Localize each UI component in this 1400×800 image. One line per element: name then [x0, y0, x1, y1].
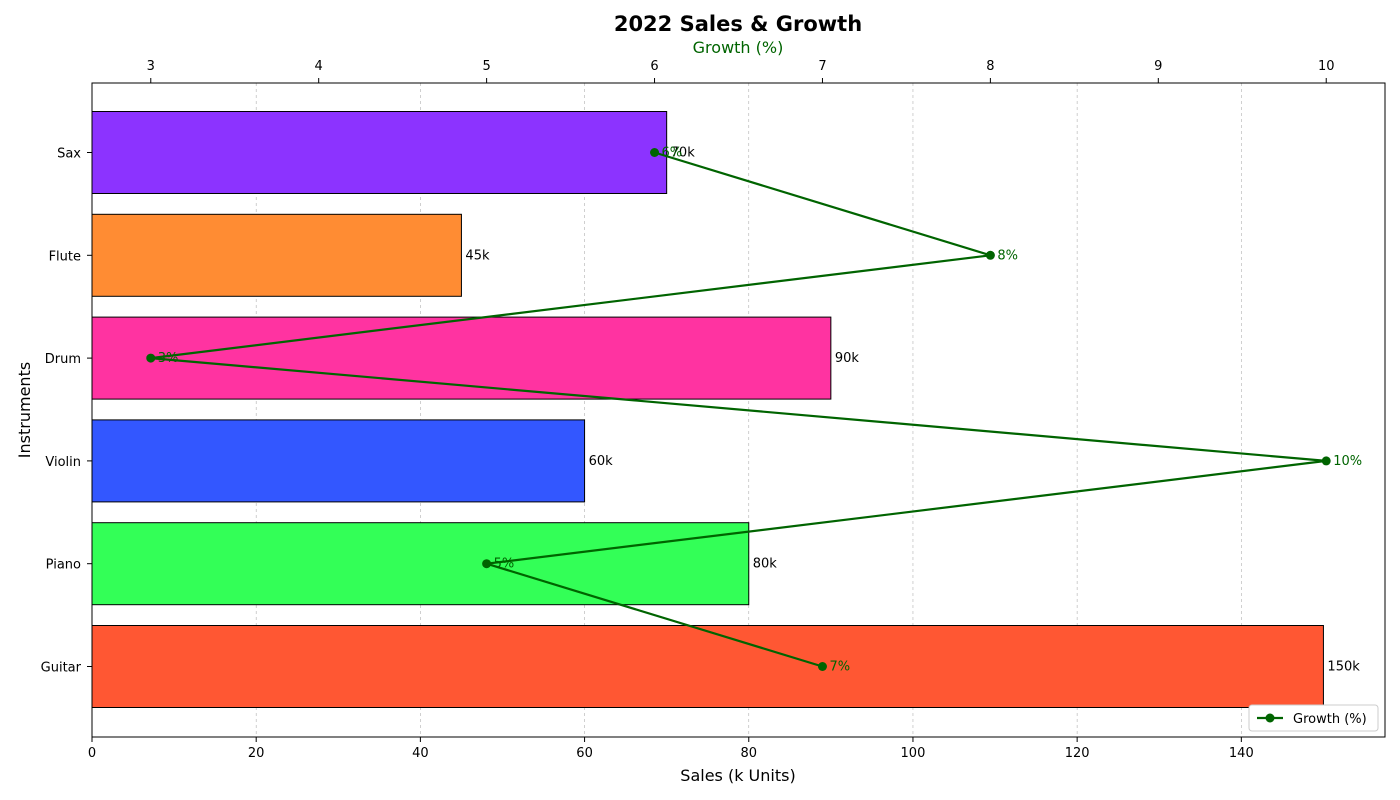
growth-line: [146, 148, 1331, 671]
x-tick-label: 0: [88, 746, 96, 761]
bar-value-label: 70k: [671, 146, 696, 161]
x-tick-label: 140: [1229, 746, 1254, 761]
top-tick-label: 3: [147, 59, 155, 74]
x-tick-label: 20: [248, 746, 265, 761]
top-axis-ticks: 3 4 5 6 7 8 9 10: [147, 59, 1335, 83]
bar-value-label: 60k: [589, 454, 614, 469]
bar-value-label: 90k: [835, 351, 860, 366]
bar: [91, 316, 832, 400]
x-tick-label: 80: [740, 746, 757, 761]
y-tick-label: Violin: [45, 455, 81, 470]
x-tick-label: 60: [576, 746, 593, 761]
bar-labels: 150k 80k 60k 90k 45k 70k: [465, 146, 1360, 675]
y-tick-label: Sax: [57, 147, 81, 162]
growth-labels: 7% 5% 10% 3% 8% 6%: [158, 146, 1362, 675]
legend-label: Growth (%): [1293, 712, 1367, 727]
x-axis-label: Sales (k Units): [680, 766, 795, 785]
legend-box: [1248, 704, 1379, 732]
top-tick-label: 6: [650, 59, 658, 74]
growth-point: [146, 353, 156, 363]
top-tick-label: 10: [1318, 59, 1335, 74]
top-tick-label: 5: [482, 59, 490, 74]
legend: Growth (%): [1248, 704, 1379, 732]
y-axis-ticks: Guitar Piano Violin Drum Flute Sax: [41, 147, 92, 676]
top-tick-label: 8: [986, 59, 994, 74]
x-tick-label: 100: [901, 746, 926, 761]
x-axis-ticks: 0 20 40 60 80 100 120 140: [88, 737, 1254, 761]
growth-value-label: 8%: [997, 248, 1018, 263]
y-axis-label: Instruments: [15, 362, 34, 458]
y-tick-label: Guitar: [41, 661, 82, 676]
top-tick-label: 4: [315, 59, 323, 74]
bar: [91, 419, 586, 503]
bar-value-label: 45k: [465, 248, 490, 263]
y-tick-label: Piano: [46, 558, 81, 573]
growth-point: [817, 662, 827, 671]
bar-value-label: 150k: [1327, 660, 1360, 675]
growth-value-label: 5%: [494, 557, 515, 572]
growth-value-label: 6%: [662, 146, 683, 161]
legend-marker: [1265, 713, 1275, 723]
x-tick-label: 40: [412, 746, 429, 761]
bar: [91, 625, 1324, 708]
growth-value-label: 10%: [1333, 454, 1362, 469]
bar: [91, 213, 462, 297]
growth-value-label: 3%: [158, 351, 179, 366]
growth-point: [1321, 456, 1331, 466]
y-tick-label: Drum: [45, 352, 81, 367]
growth-value-label: 7%: [829, 660, 850, 675]
y-tick-label: Flute: [49, 249, 81, 264]
top-axis-label: Growth (%): [693, 38, 784, 57]
bars: [91, 111, 1324, 708]
growth-point: [650, 148, 660, 157]
chart-title: 2022 Sales & Growth: [614, 12, 862, 36]
plot-frame: [91, 82, 1386, 738]
growth-series-line: [150, 151, 1327, 668]
bar: [91, 522, 750, 606]
growth-point: [985, 250, 995, 260]
growth-point: [482, 559, 492, 569]
bar-value-label: 80k: [753, 557, 778, 572]
bar: [91, 111, 668, 194]
top-tick-label: 7: [818, 59, 826, 74]
x-tick-label: 120: [1065, 746, 1090, 761]
top-tick-label: 9: [1154, 59, 1162, 74]
